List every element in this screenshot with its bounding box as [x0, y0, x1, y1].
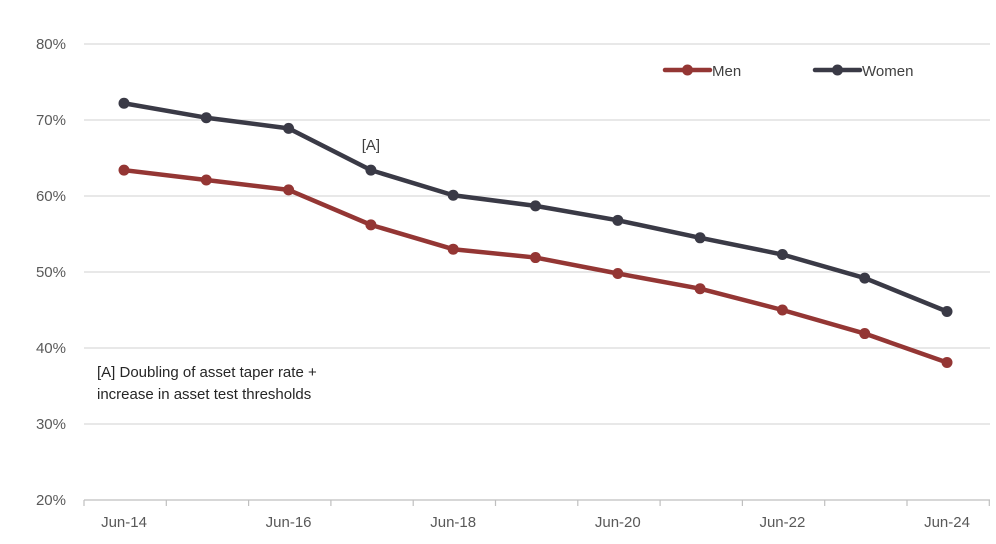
legend-marker-men: [682, 64, 693, 76]
x-tick-label: Jun-14: [101, 514, 147, 531]
annotation-line-2: increase in asset test thresholds: [97, 386, 311, 403]
data-point-women: [859, 272, 871, 284]
y-tick-label: 40%: [36, 340, 66, 357]
y-tick-label: 50%: [36, 264, 66, 281]
data-point-men: [365, 219, 377, 231]
legend: Men Women: [662, 63, 913, 80]
legend-label-women: Women: [862, 63, 913, 80]
event-marker-label: [A]: [362, 137, 380, 154]
data-point-men: [283, 184, 295, 196]
y-tick-label: 80%: [36, 36, 66, 53]
data-point-men: [941, 356, 953, 368]
data-point-women: [694, 232, 706, 244]
data-point-women: [447, 189, 459, 201]
data-point-men: [859, 328, 871, 340]
data-point-women: [200, 112, 212, 124]
x-axis: Jun-14 Jun-16 Jun-18 Jun-20 Jun-22 Jun-24: [83, 499, 990, 531]
x-tick-label: Jun-18: [430, 514, 476, 531]
x-tick-label: Jun-24: [924, 514, 970, 531]
y-tick-label: 70%: [36, 112, 66, 129]
data-point-women: [365, 164, 377, 176]
data-point-women: [118, 97, 130, 109]
data-point-women: [776, 249, 788, 261]
data-point-men: [776, 304, 788, 316]
data-point-men: [200, 174, 212, 186]
x-tick-label: Jun-22: [759, 514, 805, 531]
y-tick-label: 20%: [36, 492, 66, 509]
data-point-men: [530, 252, 541, 264]
data-point-men: [118, 164, 130, 176]
data-point-women: [941, 306, 953, 318]
data-point-women: [612, 214, 624, 226]
data-point-women: [530, 200, 541, 212]
data-point-men: [612, 268, 624, 280]
x-tick-label: Jun-20: [595, 514, 641, 531]
legend-marker-women: [832, 64, 843, 76]
data-point-men: [447, 243, 459, 255]
x-tick-label: Jun-16: [266, 514, 312, 531]
series-lines: [118, 97, 953, 368]
data-point-women: [283, 122, 295, 134]
annotation-line-1: [A] Doubling of asset taper rate +: [97, 364, 317, 381]
y-axis-ticks: 20% 30% 40% 50% 60% 70% 80%: [36, 36, 66, 509]
legend-label-men: Men: [712, 63, 741, 80]
data-point-men: [694, 283, 706, 295]
y-tick-label: 30%: [36, 416, 66, 433]
y-tick-label: 60%: [36, 188, 66, 205]
